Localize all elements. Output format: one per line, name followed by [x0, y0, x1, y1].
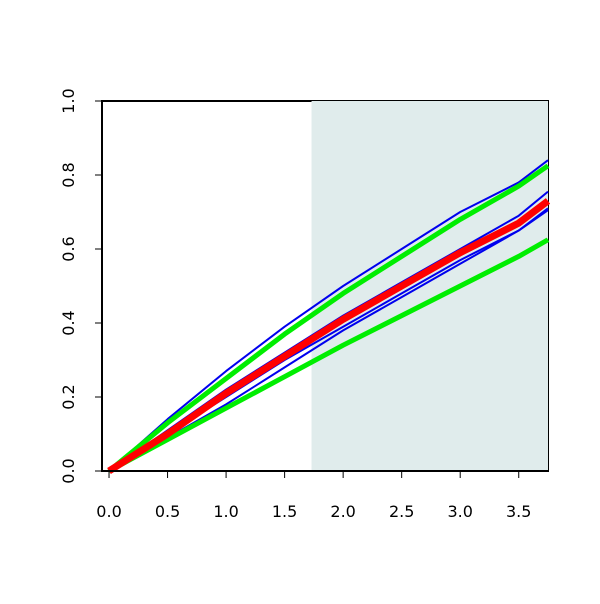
line [107, 237, 550, 474]
x-tick-label: 3.0 [447, 502, 472, 521]
x-tick-label: 0.0 [96, 502, 121, 521]
x-tick-label: 2.5 [389, 502, 414, 521]
y-tick-label: 0.6 [59, 236, 78, 261]
x-tick-label: 2.0 [330, 502, 355, 521]
y-tick-label: 0.0 [59, 458, 78, 483]
x-tick-label: 3.5 [506, 502, 531, 521]
y-tick-label: 0.4 [59, 310, 78, 335]
x-tick-label: 1.0 [213, 502, 238, 521]
shaded-region [311, 101, 548, 471]
x-tick-label: 1.5 [272, 502, 297, 521]
y-tick-label: 0.2 [59, 384, 78, 409]
line [108, 159, 549, 472]
y-tick-label: 1.0 [59, 88, 78, 113]
y-tick-label: 0.8 [59, 162, 78, 187]
line [107, 198, 551, 474]
x-tick-label: 0.5 [155, 502, 180, 521]
line [107, 163, 550, 473]
